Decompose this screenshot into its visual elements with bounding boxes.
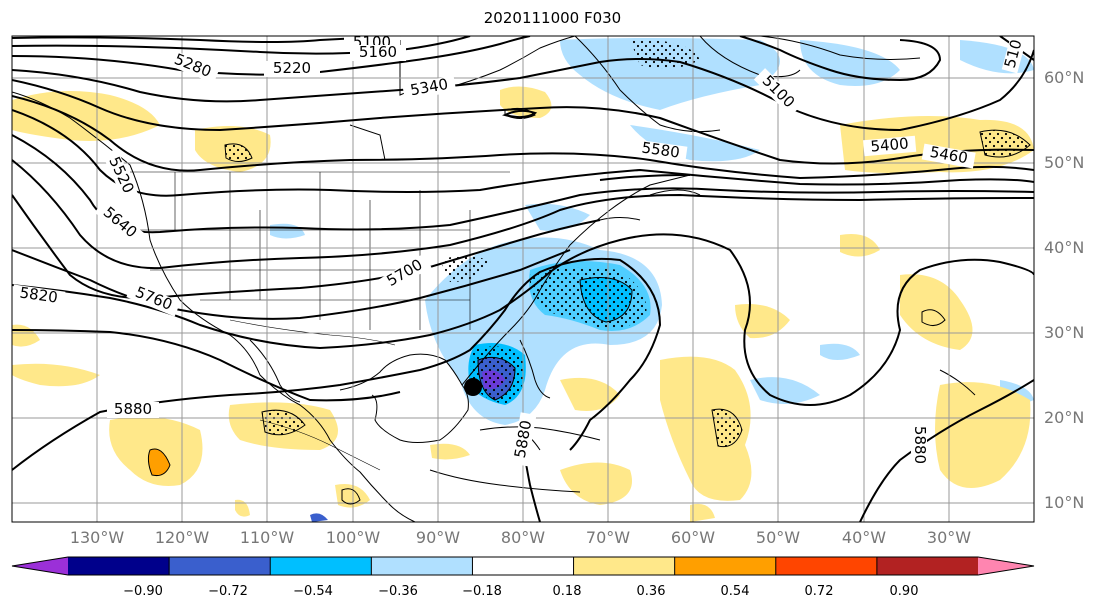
- lat-label: 40°N: [1044, 238, 1085, 257]
- lat-label: 20°N: [1044, 408, 1085, 427]
- colorbar-tick-label: 0.90: [889, 584, 919, 599]
- feature-outlines: [147, 129, 1031, 505]
- colorbar-segment: [68, 557, 170, 575]
- lon-label: 40°W: [841, 528, 887, 547]
- lat-label: 10°N: [1044, 493, 1085, 512]
- colorbar-segment: [270, 557, 372, 575]
- colorbar-tick-label: 0.36: [636, 584, 666, 599]
- contour-label: 5160: [359, 43, 397, 61]
- colorbar-segment: [573, 557, 676, 575]
- contour-label: 5880: [911, 426, 929, 464]
- lon-label: 70°W: [585, 528, 631, 547]
- colorbar-extend-high: [978, 557, 1034, 575]
- contour-label: 5400: [870, 134, 910, 155]
- colorbar-tick-label: 0.18: [552, 584, 582, 599]
- colorbar-tick-label: 0.54: [720, 584, 750, 599]
- lon-label: 130°W: [69, 528, 125, 547]
- contour-label: 5580: [641, 138, 681, 161]
- lon-label: 50°W: [755, 528, 801, 547]
- map-frame: [11, 35, 1035, 523]
- colorbar-segment: [169, 557, 271, 575]
- colorbar-tick-label: −0.54: [293, 584, 333, 599]
- colorbar-segment: [371, 557, 473, 575]
- lat-label: 50°N: [1044, 153, 1085, 172]
- colorbar: [11, 556, 1035, 576]
- lon-label: 60°W: [670, 528, 716, 547]
- colorbar-tick-label: −0.72: [208, 584, 248, 599]
- colorbar-segment: [876, 557, 979, 575]
- colorbar-tick-label: −0.36: [378, 584, 418, 599]
- colorbar-extend-low: [12, 557, 68, 575]
- coastlines: [12, 36, 976, 522]
- colorbar-segment: [674, 557, 777, 575]
- colorbar-tick-label: −0.90: [123, 584, 163, 599]
- contour-label: 5820: [19, 283, 59, 306]
- contour-label: 5220: [273, 59, 311, 77]
- lon-label: 120°W: [154, 528, 210, 547]
- lat-label: 60°N: [1044, 68, 1085, 87]
- lon-label: 90°W: [415, 528, 461, 547]
- lon-label: 30°W: [926, 528, 972, 547]
- lon-label: 100°W: [325, 528, 381, 547]
- colorbar-segment: [472, 557, 575, 575]
- lon-label: 110°W: [239, 528, 295, 547]
- plot-title: 2020111000 F030: [483, 9, 622, 27]
- colorbar-tick-label: −0.18: [462, 584, 502, 599]
- colorbar-segment: [775, 557, 878, 575]
- contour-label: 5880: [114, 400, 152, 418]
- storm-center-marker: [464, 378, 482, 396]
- lon-label: 80°W: [500, 528, 546, 547]
- lat-label: 30°N: [1044, 323, 1085, 342]
- colorbar-tick-label: 0.72: [804, 584, 834, 599]
